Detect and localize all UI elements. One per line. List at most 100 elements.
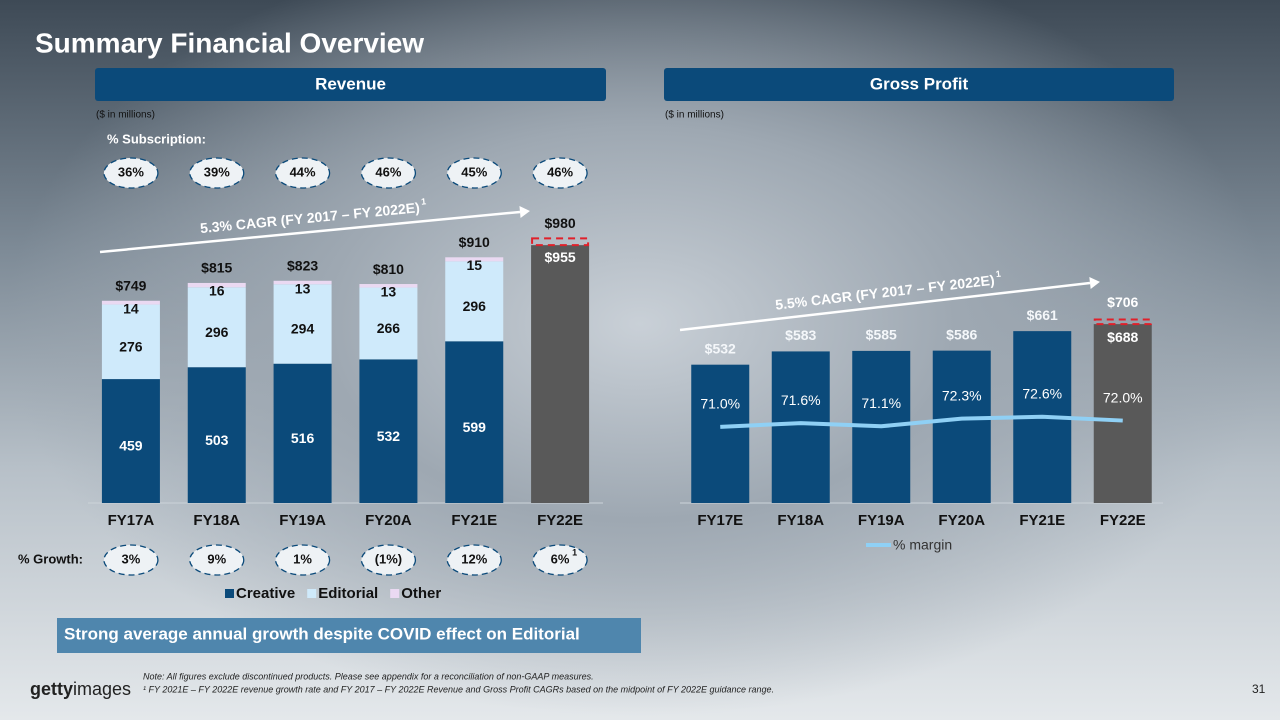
- segment-label: 13: [295, 280, 311, 296]
- bar-segment: [359, 359, 418, 503]
- bar: [531, 245, 590, 503]
- segment-label: 503: [205, 432, 229, 448]
- total-label: $980: [545, 215, 576, 231]
- legend-label: % margin: [893, 537, 952, 553]
- legend-label: Editorial: [318, 585, 378, 602]
- x-tick-label: FY21E: [1019, 512, 1065, 529]
- pill: [360, 544, 417, 576]
- bar-segment: [359, 287, 418, 360]
- x-tick-label: FY21E: [451, 512, 497, 529]
- total-label: $810: [373, 261, 404, 277]
- bar-segment: [187, 367, 246, 503]
- pill-label: 12%: [461, 551, 487, 566]
- pill: [360, 157, 417, 189]
- bar-label: $955: [545, 249, 576, 265]
- bar-segment: [101, 304, 160, 380]
- total-label: $823: [287, 257, 318, 273]
- bar-segment: [273, 363, 332, 503]
- x-tick-label: FY19A: [279, 512, 326, 529]
- pill: [189, 544, 245, 576]
- total-label: $749: [115, 277, 146, 293]
- pill: [103, 157, 159, 189]
- segment-label: 516: [291, 430, 315, 446]
- annotation-note: 1: [995, 269, 1001, 280]
- bar-segment: [359, 284, 418, 288]
- x-tick-label: FY20A: [938, 512, 985, 529]
- guidance-range: [531, 237, 590, 247]
- legend-swatch: [390, 589, 400, 598]
- pill: [446, 544, 502, 576]
- segment-label: 296: [463, 298, 487, 314]
- legend-label: Other: [401, 585, 441, 602]
- line: [720, 414, 1123, 429]
- pill-label: 39%: [204, 164, 230, 179]
- segment-label: 14: [123, 300, 139, 316]
- pill-label: 3%: [122, 551, 141, 566]
- x-tick-label: FY17E: [697, 512, 743, 529]
- x-tick-label: FY18A: [777, 512, 824, 529]
- panel-header: [95, 68, 606, 101]
- bar-segment: [273, 280, 332, 285]
- bar-label: $661: [1027, 307, 1058, 323]
- logo-part: getty: [30, 679, 73, 699]
- pill-label: 9%: [207, 551, 226, 566]
- subtitle: ($ in millions): [665, 110, 724, 121]
- guidance-range: [1093, 318, 1152, 326]
- panel-title: Gross Profit: [870, 74, 969, 93]
- guidance-label: $706: [1107, 294, 1138, 310]
- annotation-arrow: [679, 281, 1091, 332]
- segment-label: 532: [377, 428, 401, 444]
- x-tick-label: FY17A: [108, 512, 155, 529]
- bar-segment: [445, 257, 504, 262]
- pill: [103, 544, 159, 576]
- line-label: 72.3%: [942, 387, 982, 403]
- bar-segment: [187, 282, 246, 288]
- x-tick-label: FY18A: [193, 512, 240, 529]
- x-tick-label: FY22E: [1100, 512, 1146, 529]
- pill: [189, 157, 245, 189]
- x-tick-label: FY22E: [537, 512, 583, 529]
- segment-label: 459: [119, 438, 143, 454]
- line-label: 71.0%: [700, 396, 740, 412]
- note: Note: All figures exclude discontinued p…: [143, 671, 594, 681]
- bar: [932, 350, 991, 503]
- panel-title: Revenue: [315, 74, 386, 93]
- pill: [532, 544, 588, 576]
- bar-segment: [101, 300, 160, 305]
- pill-label: 36%: [118, 164, 144, 179]
- bar: [1093, 324, 1152, 503]
- row-label: % Subscription:: [107, 131, 206, 146]
- segment-label: 13: [381, 284, 397, 300]
- bar-segment: [101, 379, 160, 503]
- logo-part: images: [73, 679, 131, 699]
- bar-label: $532: [705, 340, 736, 356]
- legend-label: Creative: [236, 585, 295, 602]
- bar-segment: [445, 261, 504, 342]
- growth-note: 1: [572, 547, 577, 557]
- pill: [274, 157, 331, 189]
- pill-label: 45%: [461, 164, 487, 179]
- bar-segment: [273, 284, 332, 364]
- pill-label: 6%: [551, 551, 570, 566]
- x-tick-label: FY20A: [365, 512, 412, 529]
- pill-label: 1%: [293, 551, 312, 566]
- line-label: 72.6%: [1022, 385, 1062, 401]
- segment-label: 15: [466, 257, 482, 273]
- pill-label: 46%: [547, 164, 573, 179]
- pill: [532, 157, 588, 189]
- segment-label: 266: [377, 320, 401, 336]
- segment-label: 296: [205, 324, 229, 340]
- pill: [274, 544, 331, 576]
- arrow-head: [1089, 277, 1100, 289]
- annotation-note: 1: [421, 196, 427, 206]
- bar-label: $586: [946, 326, 977, 342]
- callout-box: [57, 618, 641, 653]
- annotation-arrow: [99, 210, 521, 254]
- bar-label: $583: [785, 327, 816, 343]
- line-label: 71.6%: [781, 392, 821, 408]
- annotation: 5.3% CAGR (FY 2017 – FY 2022E): [199, 199, 420, 236]
- logo: gettyimages: [30, 679, 131, 699]
- segment-label: 599: [463, 419, 487, 435]
- bar-label: $688: [1107, 329, 1138, 345]
- arrow-head: [519, 206, 530, 218]
